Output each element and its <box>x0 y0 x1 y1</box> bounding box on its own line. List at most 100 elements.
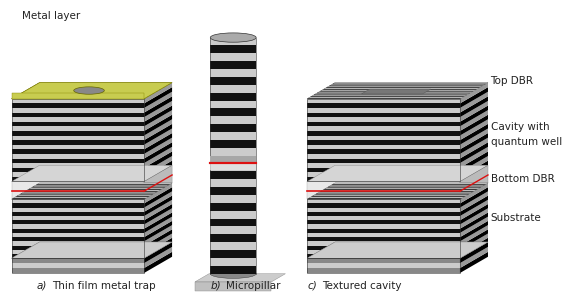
FancyBboxPatch shape <box>211 140 256 148</box>
Polygon shape <box>460 225 488 246</box>
FancyBboxPatch shape <box>307 254 460 258</box>
Polygon shape <box>307 198 462 199</box>
Polygon shape <box>29 187 164 189</box>
Polygon shape <box>321 90 475 91</box>
Polygon shape <box>14 197 148 198</box>
Polygon shape <box>144 229 172 250</box>
FancyBboxPatch shape <box>307 113 460 117</box>
FancyBboxPatch shape <box>11 149 144 154</box>
Polygon shape <box>144 101 172 122</box>
FancyBboxPatch shape <box>307 149 460 154</box>
FancyBboxPatch shape <box>211 53 256 61</box>
Polygon shape <box>308 97 463 98</box>
FancyBboxPatch shape <box>11 263 144 268</box>
Polygon shape <box>11 83 172 99</box>
FancyBboxPatch shape <box>211 171 256 179</box>
FancyBboxPatch shape <box>11 108 144 113</box>
FancyBboxPatch shape <box>211 226 256 234</box>
Polygon shape <box>316 92 471 93</box>
FancyBboxPatch shape <box>211 108 256 116</box>
FancyBboxPatch shape <box>307 172 460 177</box>
Polygon shape <box>460 142 488 163</box>
Polygon shape <box>460 212 488 233</box>
Polygon shape <box>28 189 162 190</box>
Polygon shape <box>460 87 488 108</box>
Polygon shape <box>18 195 152 196</box>
Polygon shape <box>307 83 488 99</box>
Polygon shape <box>11 83 172 99</box>
FancyBboxPatch shape <box>11 229 144 233</box>
FancyBboxPatch shape <box>11 140 144 145</box>
Polygon shape <box>144 142 172 163</box>
Polygon shape <box>310 96 465 97</box>
Polygon shape <box>361 89 431 94</box>
Text: b): b) <box>211 281 221 291</box>
Polygon shape <box>460 124 488 145</box>
FancyBboxPatch shape <box>11 99 144 103</box>
Polygon shape <box>315 193 470 195</box>
FancyBboxPatch shape <box>11 103 144 108</box>
FancyBboxPatch shape <box>307 99 460 103</box>
FancyBboxPatch shape <box>307 263 460 268</box>
FancyBboxPatch shape <box>11 258 144 263</box>
Polygon shape <box>307 242 488 258</box>
Ellipse shape <box>211 33 256 42</box>
FancyBboxPatch shape <box>11 136 144 140</box>
Polygon shape <box>144 225 172 246</box>
FancyBboxPatch shape <box>307 126 460 131</box>
Polygon shape <box>144 204 172 224</box>
FancyBboxPatch shape <box>307 131 460 136</box>
FancyBboxPatch shape <box>211 258 256 266</box>
FancyBboxPatch shape <box>11 177 144 181</box>
FancyBboxPatch shape <box>11 181 144 199</box>
Polygon shape <box>13 97 147 98</box>
Polygon shape <box>144 96 172 117</box>
Polygon shape <box>15 96 149 97</box>
Ellipse shape <box>211 269 256 278</box>
Polygon shape <box>144 238 172 258</box>
Polygon shape <box>311 196 466 197</box>
FancyBboxPatch shape <box>307 163 460 168</box>
Polygon shape <box>144 191 172 212</box>
FancyBboxPatch shape <box>307 233 460 237</box>
Polygon shape <box>144 156 172 177</box>
Polygon shape <box>21 92 155 93</box>
FancyBboxPatch shape <box>211 116 256 124</box>
FancyBboxPatch shape <box>307 241 460 246</box>
Polygon shape <box>307 165 488 181</box>
FancyBboxPatch shape <box>11 204 144 208</box>
FancyBboxPatch shape <box>307 145 460 149</box>
Polygon shape <box>16 95 151 96</box>
FancyBboxPatch shape <box>195 282 272 291</box>
Text: Bottom DBR: Bottom DBR <box>491 173 554 184</box>
Polygon shape <box>144 165 172 199</box>
Text: a): a) <box>37 281 48 291</box>
FancyBboxPatch shape <box>211 77 256 85</box>
Polygon shape <box>144 119 172 140</box>
FancyBboxPatch shape <box>307 103 460 108</box>
FancyBboxPatch shape <box>11 172 144 177</box>
Polygon shape <box>326 87 480 88</box>
Polygon shape <box>11 165 172 181</box>
Text: c): c) <box>307 281 317 291</box>
Polygon shape <box>19 93 153 94</box>
Text: quantum well: quantum well <box>491 136 562 147</box>
FancyBboxPatch shape <box>307 237 460 241</box>
Polygon shape <box>144 242 172 263</box>
Polygon shape <box>317 192 472 193</box>
Polygon shape <box>144 234 172 254</box>
Polygon shape <box>318 91 473 92</box>
Polygon shape <box>144 161 172 181</box>
Polygon shape <box>460 147 488 168</box>
Polygon shape <box>313 195 468 196</box>
FancyBboxPatch shape <box>11 168 144 172</box>
Text: Thin film metal trap: Thin film metal trap <box>52 281 156 291</box>
FancyBboxPatch shape <box>307 258 460 263</box>
FancyBboxPatch shape <box>307 224 460 229</box>
Polygon shape <box>144 217 172 237</box>
FancyBboxPatch shape <box>307 136 460 140</box>
Polygon shape <box>460 204 488 224</box>
Polygon shape <box>144 247 172 268</box>
FancyBboxPatch shape <box>307 108 460 113</box>
Polygon shape <box>144 124 172 145</box>
